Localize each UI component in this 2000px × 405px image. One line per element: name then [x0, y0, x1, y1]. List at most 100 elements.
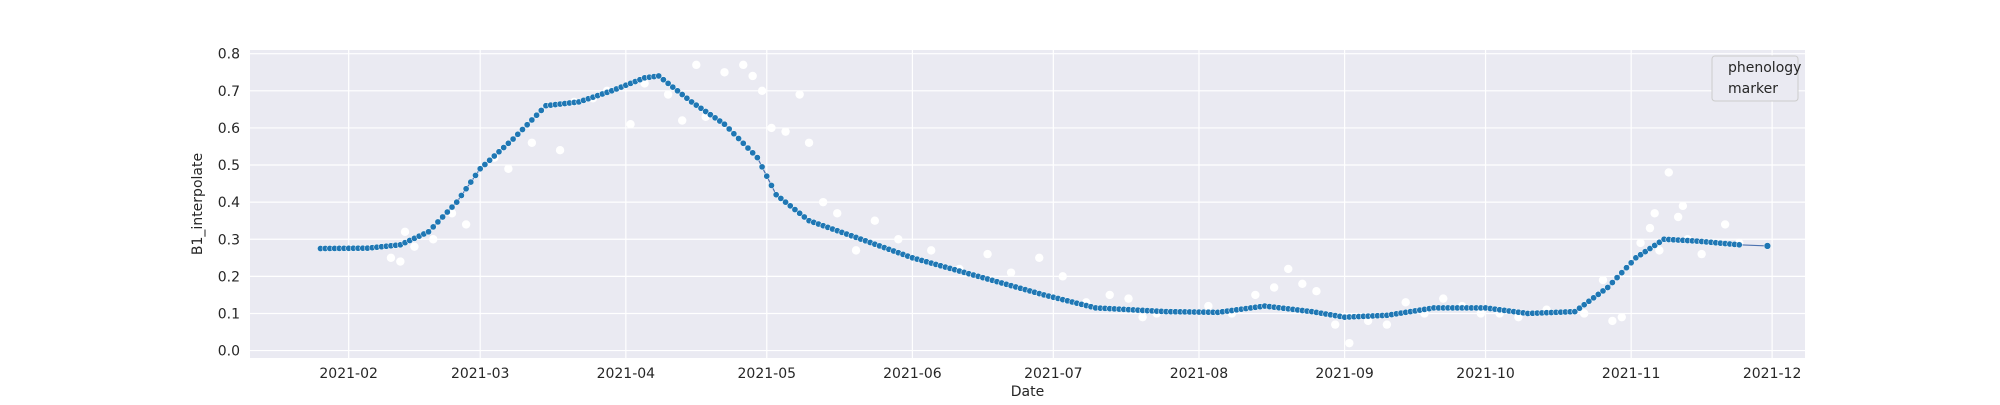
phenology-point [1627, 259, 1635, 267]
marker-point [1664, 168, 1673, 177]
phenology-point [448, 203, 456, 211]
marker-point [1697, 249, 1706, 259]
marker-point [1345, 338, 1354, 348]
y-axis-label: B1_interpolate [190, 153, 206, 255]
phenology-point [768, 182, 775, 189]
y-tick-labels: 0.0 0.1 0.2 0.3 0.4 0.5 0.6 0.7 0.8 [218, 47, 240, 360]
marker-point [1598, 275, 1608, 285]
y-tick-label: 0.6 [218, 121, 240, 137]
marker-point [1636, 238, 1645, 248]
phenology-point [1656, 238, 1663, 246]
marker-point [504, 164, 513, 173]
marker-point [1058, 272, 1067, 281]
phenology-point [683, 94, 691, 102]
marker-point [626, 120, 635, 129]
phenology-point [791, 206, 799, 213]
phenology-point [692, 101, 700, 109]
marker-point [739, 60, 748, 70]
phenology-point [1618, 269, 1626, 277]
phenology-point [1609, 279, 1616, 286]
phenology-point [801, 213, 808, 221]
y-tick-label: 0.8 [218, 47, 240, 63]
phenology-point [439, 213, 446, 221]
phenology-point [1576, 304, 1583, 312]
phenology-point [514, 130, 522, 138]
marker-point [1269, 283, 1279, 292]
phenology-point [1594, 291, 1602, 298]
marker-point [1439, 294, 1448, 303]
phenology-point [505, 139, 512, 147]
phenology-point [1580, 301, 1588, 309]
marker-point [1608, 316, 1617, 326]
marker-point [804, 138, 814, 147]
marker-point [781, 127, 790, 136]
phenology-point [509, 135, 517, 143]
x-tick-label: 2021-09 [1315, 366, 1374, 382]
phenology-point [453, 198, 461, 206]
marker-point [1645, 223, 1655, 233]
marker-point [757, 86, 767, 96]
marker-point [1138, 312, 1147, 322]
y-tick-label: 0.5 [218, 158, 240, 174]
marker-point [1720, 220, 1730, 229]
phenology-point [749, 149, 757, 157]
x-tick-label: 2021-06 [883, 366, 942, 382]
phenology-point [533, 111, 540, 119]
y-tick-label: 0.3 [218, 232, 240, 248]
marker-point [1105, 290, 1114, 300]
x-tick-label: 2021-02 [319, 366, 378, 382]
phenology-point [486, 156, 493, 164]
phenology-point [744, 144, 752, 152]
marker-point [748, 71, 757, 81]
marker-point [1382, 320, 1392, 329]
phenology-point [711, 114, 719, 122]
phenology-point [1599, 287, 1607, 295]
x-tick-label: 2021-03 [451, 366, 510, 382]
phenology-point [472, 172, 479, 179]
marker-point [1284, 264, 1293, 274]
phenology-point [476, 165, 484, 173]
marker-point [795, 90, 804, 99]
marker-point [1673, 212, 1683, 222]
marker-point [461, 220, 471, 229]
marker-point [429, 235, 438, 244]
marker-point [851, 246, 861, 255]
x-tick-label: 2021-08 [1170, 366, 1229, 382]
y-tick-label: 0.2 [218, 269, 240, 285]
y-tick-label: 0.4 [218, 195, 240, 211]
phenology-point [1623, 264, 1630, 272]
marker-point [870, 216, 880, 225]
phenology-point [1637, 251, 1644, 259]
marker-point [1363, 316, 1373, 326]
phenology-point [537, 107, 545, 114]
phenology-point [674, 87, 681, 95]
marker-point [1124, 294, 1133, 303]
marker-point [663, 90, 673, 99]
phenology-point [443, 208, 451, 216]
phenology-point [786, 202, 794, 210]
marker-point [1312, 287, 1321, 296]
phenology-point [707, 111, 714, 119]
phenology-point [758, 163, 766, 171]
phenology-point [655, 72, 663, 80]
marker-point [926, 246, 936, 255]
x-tick-label: 2021-05 [738, 366, 797, 382]
phenology-point [1632, 254, 1640, 262]
y-tick-label: 0.0 [218, 344, 240, 360]
phenology-point [678, 91, 686, 98]
x-tick-label: 2021-11 [1602, 366, 1661, 382]
legend-entry-marker: marker [1728, 81, 1778, 97]
phenology-point [782, 198, 789, 206]
phenology-point [716, 117, 724, 125]
marker-point [1251, 290, 1260, 300]
phenology-point [702, 108, 710, 115]
phenology-point [730, 130, 738, 138]
marker-point [1331, 320, 1340, 329]
marker-point [692, 60, 701, 70]
marker-point [410, 242, 419, 251]
phenology-point [481, 161, 489, 168]
phenology-point [664, 80, 672, 87]
phenology-end-point [1763, 242, 1772, 250]
x-tick-label: 2021-07 [1024, 366, 1083, 382]
